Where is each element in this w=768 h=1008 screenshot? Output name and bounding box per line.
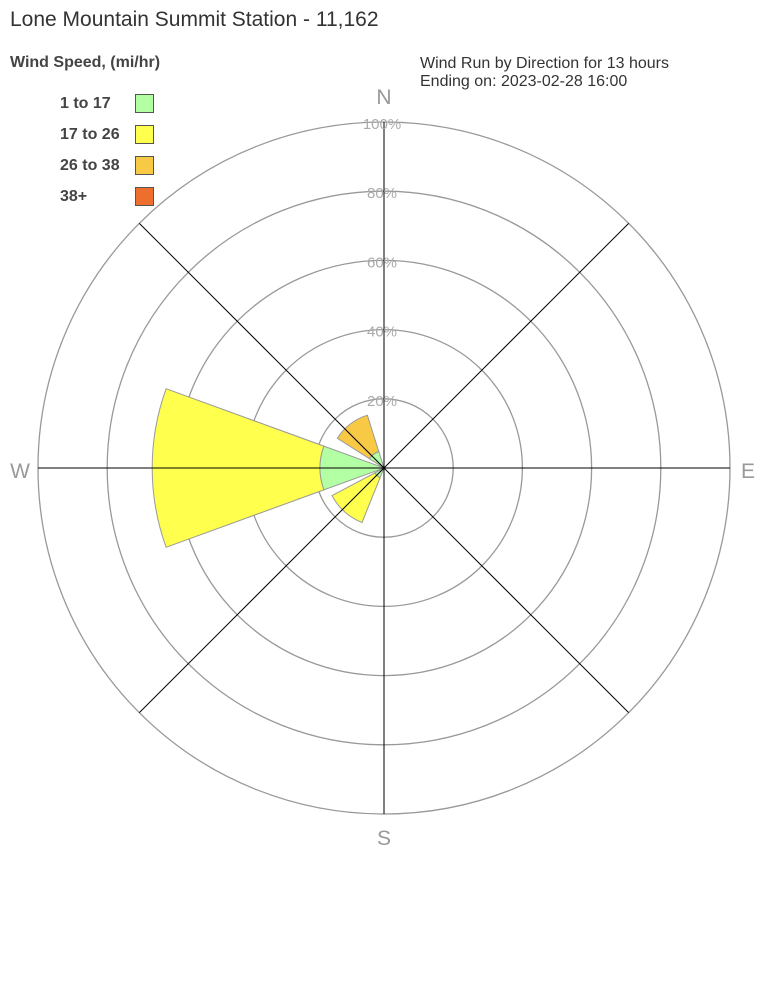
spoke-line xyxy=(138,222,385,469)
legend-item: 38+ xyxy=(60,181,154,212)
spoke-line xyxy=(383,222,630,469)
legend-swatch xyxy=(135,125,154,144)
radial-tick-label: 20% xyxy=(367,393,397,410)
spoke-line xyxy=(383,467,630,714)
wedge-nw-3 xyxy=(336,414,380,460)
radial-tick-label: 80% xyxy=(367,185,397,202)
radial-tick-label: 60% xyxy=(367,254,397,271)
legend: 1 to 17 17 to 26 26 to 38 38+ xyxy=(60,88,154,212)
legend-item: 17 to 26 xyxy=(60,119,154,150)
legend-swatch xyxy=(135,156,154,175)
legend-swatch xyxy=(135,187,154,206)
legend-item: 1 to 17 xyxy=(60,88,154,119)
compass-label-e: E xyxy=(741,460,755,483)
compass-label-w: W xyxy=(10,460,30,483)
spoke-line xyxy=(138,467,385,714)
compass-label-n: N xyxy=(376,86,391,109)
wedge-sw-2 xyxy=(331,472,381,524)
compass-label-s: S xyxy=(377,827,391,850)
chart-title: Lone Mountain Summit Station - 11,162 xyxy=(10,8,379,31)
legend-title: Wind Speed, (mi/hr) xyxy=(10,54,161,71)
chart-subtitle: Wind Run by Direction for 13 hours Endin… xyxy=(420,55,669,90)
legend-swatch xyxy=(135,94,154,113)
radial-tick-label: 40% xyxy=(367,324,397,341)
legend-item: 26 to 38 xyxy=(60,150,154,181)
radial-tick-label: 100% xyxy=(363,116,401,133)
